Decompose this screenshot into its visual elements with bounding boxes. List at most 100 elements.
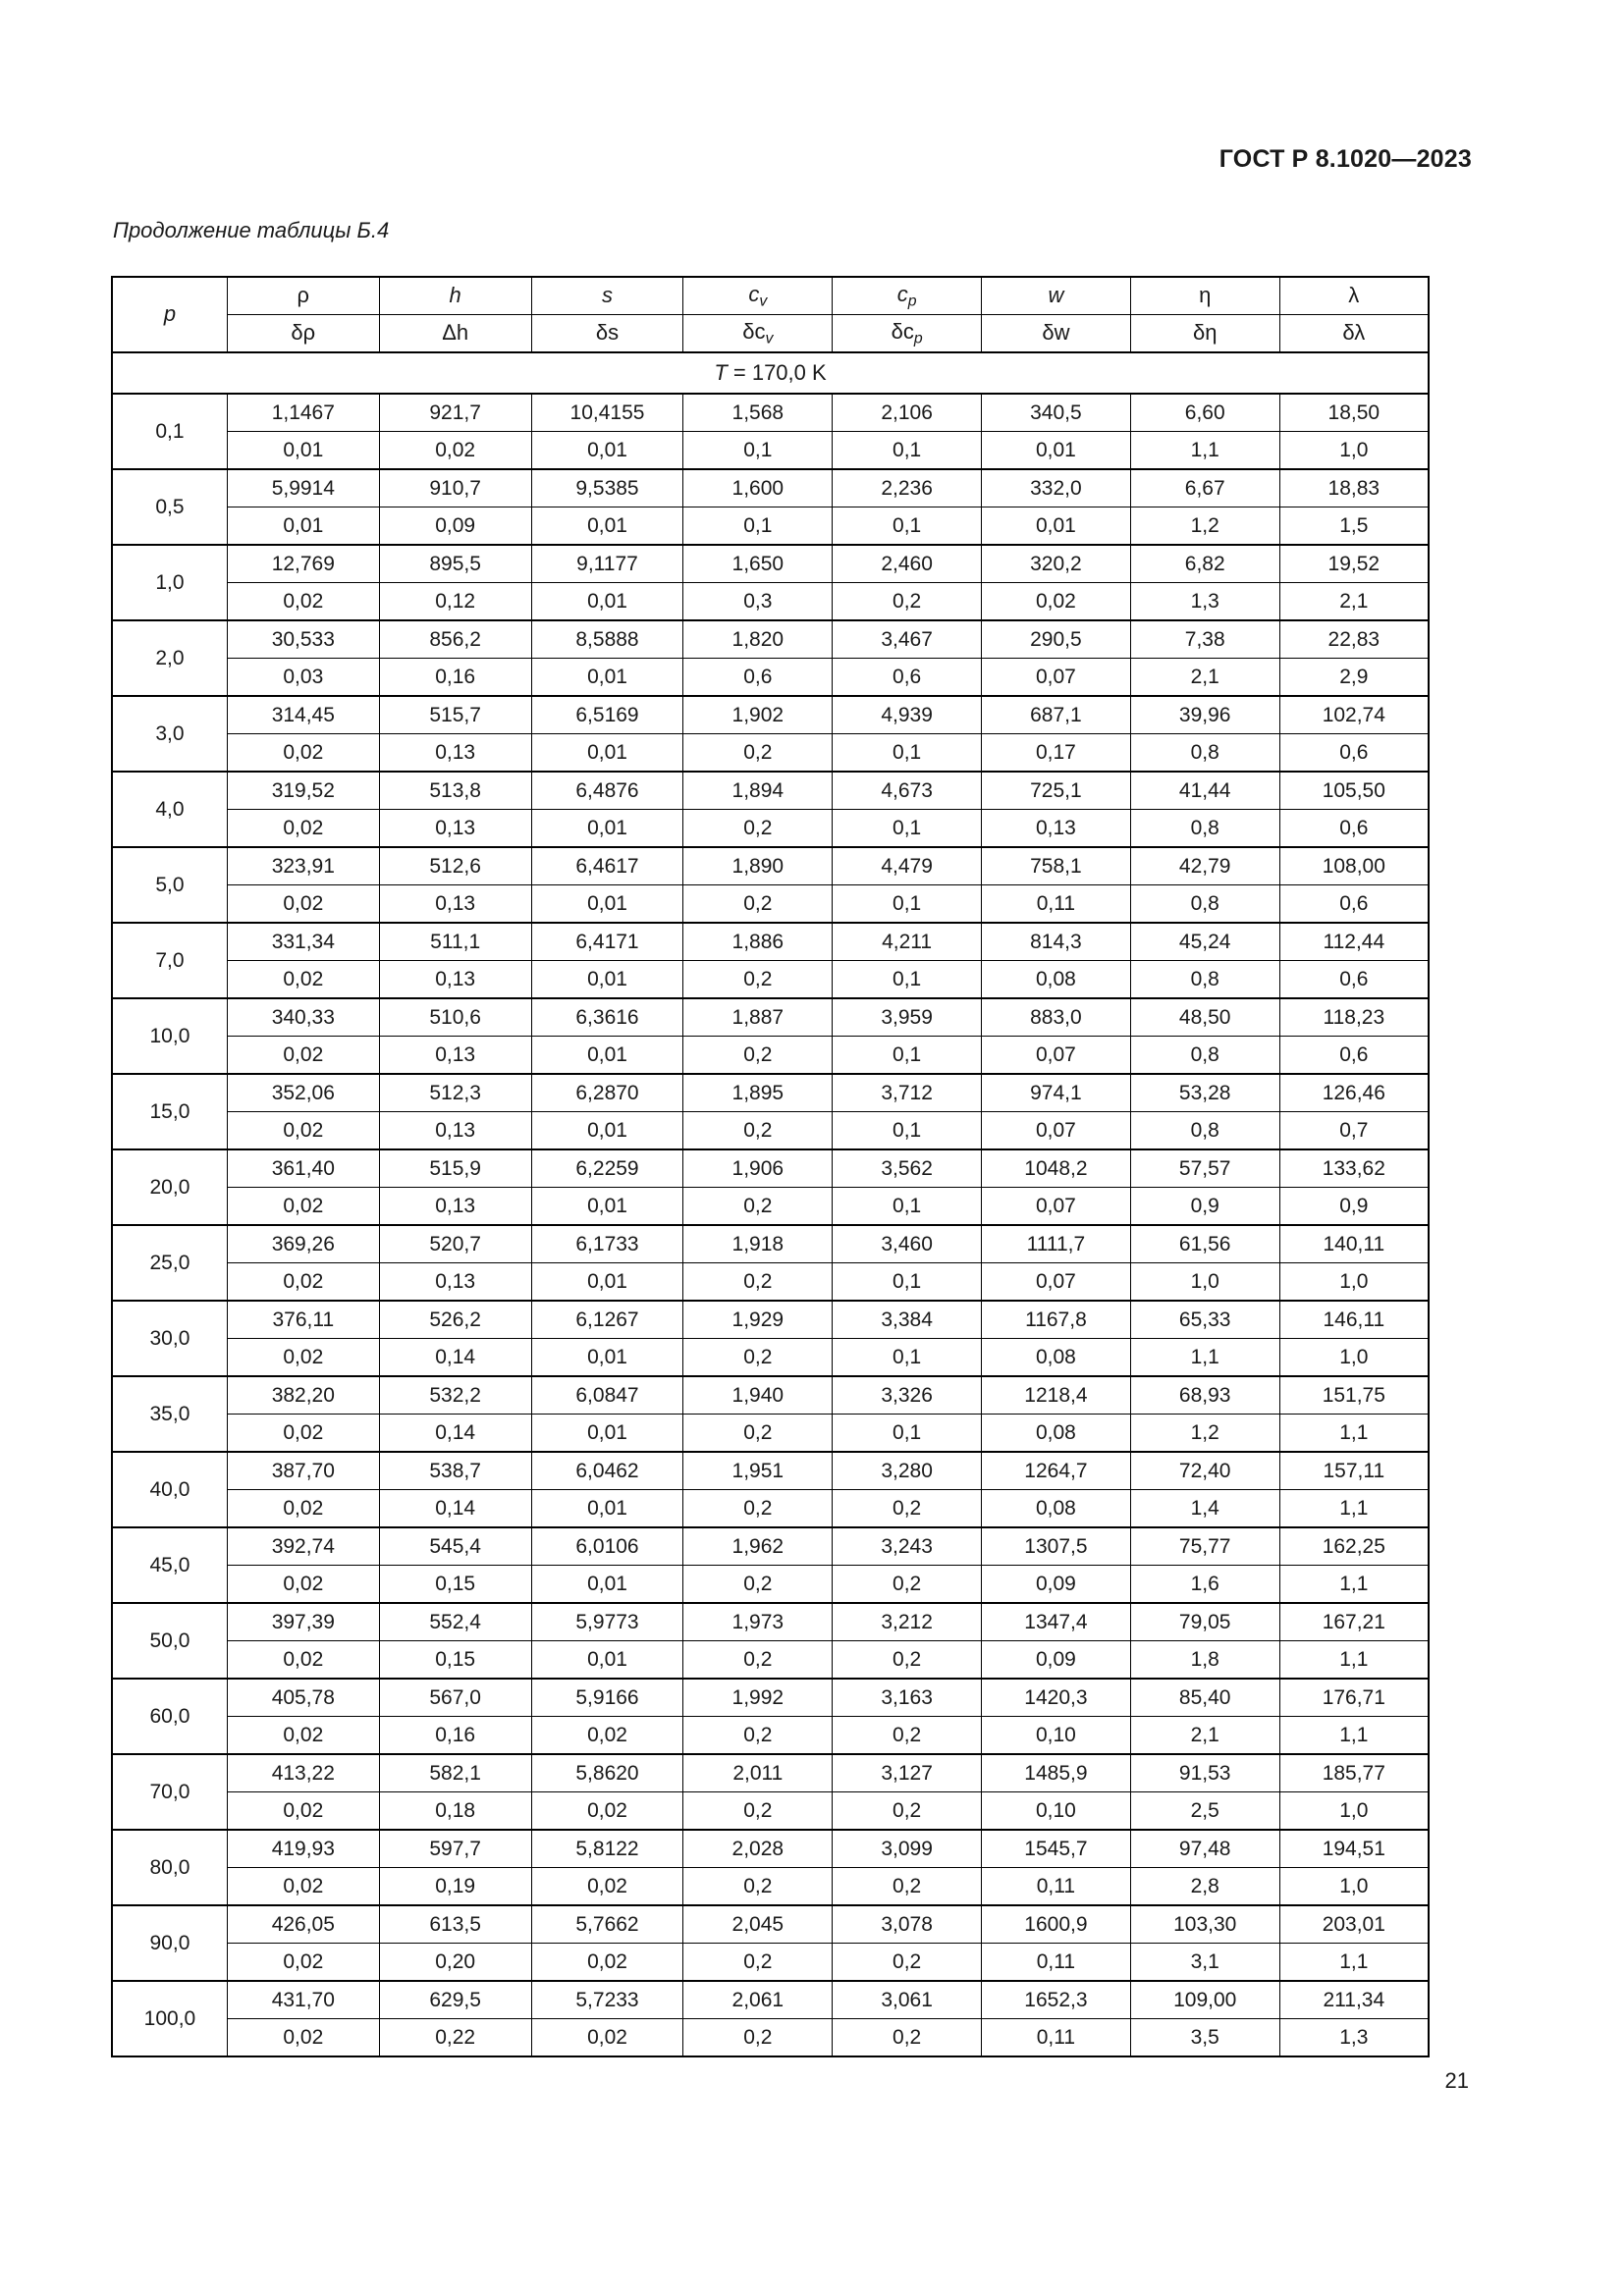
data-cell-value: 361,40 [226, 1148, 380, 1188]
data-cell-value: 331,34 [226, 922, 380, 961]
table-row-uncertainty: 0,02 0,22 0,02 0,2 0,2 0,11 3,5 1,3 [112, 2018, 1430, 2057]
data-cell-value: 18,83 [1278, 468, 1430, 507]
table-row: 60,0 405,78 567,0 5,9166 1,992 3,163 1420,3 85,… [111, 1678, 1430, 1755]
data-cell-uncertainty: 0,13 [378, 1262, 532, 1302]
data-cell-uncertainty: 0,8 [1129, 884, 1280, 924]
data-cell-uncertainty: 0,01 [530, 431, 684, 470]
data-cell-uncertainty: 0,8 [1129, 809, 1280, 848]
data-cell-uncertainty: 0,01 [530, 1187, 684, 1226]
temperature-section-row: T = 170,0 K [111, 351, 1430, 395]
data-cell-value: 1,887 [682, 997, 834, 1037]
data-cell-uncertainty: 0,2 [682, 960, 834, 999]
table-row-uncertainty: 0,02 0,20 0,02 0,2 0,2 0,11 3,1 1,1 [112, 1943, 1430, 1982]
data-cell-uncertainty: 0,8 [1129, 960, 1280, 999]
table-caption: Продолжение таблицы Б.4 [113, 218, 390, 242]
data-cell-uncertainty: 0,13 [378, 1111, 532, 1150]
data-cell-uncertainty: 0,01 [226, 507, 380, 546]
table-row-uncertainty: 0,02 0,19 0,02 0,2 0,2 0,11 2,8 1,0 [112, 1867, 1430, 1906]
data-cell-value: 48,50 [1129, 997, 1280, 1037]
data-cell-uncertainty: 0,02 [226, 1943, 380, 1982]
pressure-value-cell: 1,0 [111, 544, 228, 621]
data-cell-value: 319,52 [226, 771, 380, 810]
data-cell-value: 30,533 [226, 619, 380, 659]
table-row: 70,0 413,22 582,1 5,8620 2,011 3,127 1485,9 91,… [111, 1753, 1430, 1831]
data-cell-uncertainty: 2,1 [1129, 658, 1280, 697]
data-cell-value: 5,9914 [226, 468, 380, 507]
data-cell-value: 1048,2 [981, 1148, 1131, 1188]
data-cell-value: 758,1 [981, 846, 1131, 885]
data-cell-uncertainty: 0,2 [682, 1791, 834, 1831]
data-cell-uncertainty: 0,08 [981, 1489, 1131, 1528]
table-row: 3,0 314,45 515,7 6,5169 1,902 4,939 687,1 39,96… [111, 695, 1430, 773]
data-cell-uncertainty: 0,10 [981, 1791, 1131, 1831]
data-cell-uncertainty: 0,02 [226, 1640, 380, 1680]
data-cell-uncertainty: 0,07 [981, 1262, 1131, 1302]
data-cell-value: 1218,4 [981, 1375, 1131, 1415]
data-cell-value: 42,79 [1129, 846, 1280, 885]
data-cell-value: 102,74 [1278, 695, 1430, 734]
data-cell-uncertainty: 0,11 [981, 884, 1131, 924]
data-cell-uncertainty: 0,2 [682, 1187, 834, 1226]
header-cell-primary-0: ρ [226, 276, 380, 315]
data-cell-value: 613,5 [378, 1904, 532, 1944]
data-cell-value: 9,5385 [530, 468, 684, 507]
table-row-uncertainty: 0,02 0,12 0,01 0,3 0,2 0,02 1,3 2,1 [112, 582, 1430, 621]
data-cell-uncertainty: 0,1 [832, 1187, 983, 1226]
data-cell-value: 109,00 [1129, 1980, 1280, 2019]
data-cell-value: 323,91 [226, 846, 380, 885]
header-cell-primary-6: η [1129, 276, 1280, 315]
data-cell-value: 3,078 [832, 1904, 983, 1944]
data-cell-uncertainty: 2,9 [1278, 658, 1430, 697]
data-cell-value: 5,9166 [530, 1678, 684, 1717]
data-cell-uncertainty: 1,1 [1278, 1716, 1430, 1755]
data-cell-uncertainty: 0,02 [226, 1111, 380, 1150]
data-cell-value: 512,6 [378, 846, 532, 885]
data-cell-value: 3,326 [832, 1375, 983, 1415]
data-cell-uncertainty: 0,01 [981, 431, 1131, 470]
data-cell-value: 4,211 [832, 922, 983, 961]
data-cell-value: 3,243 [832, 1526, 983, 1566]
data-cell-uncertainty: 0,1 [832, 809, 983, 848]
table-row: 40,0 387,70 538,7 6,0462 1,951 3,280 1264,7 72,… [111, 1451, 1430, 1528]
data-cell-value: 3,061 [832, 1980, 983, 2019]
data-cell-uncertainty: 0,6 [1278, 733, 1430, 773]
table-row-uncertainty: 0,01 0,02 0,01 0,1 0,1 0,01 1,1 1,0 [112, 431, 1430, 470]
data-cell-value: 290,5 [981, 619, 1131, 659]
data-cell-uncertainty: 0,2 [682, 1414, 834, 1453]
data-cell-uncertainty: 0,9 [1129, 1187, 1280, 1226]
data-cell-value: 974,1 [981, 1073, 1131, 1112]
data-cell-uncertainty: 0,11 [981, 1867, 1131, 1906]
data-cell-uncertainty: 0,11 [981, 2018, 1131, 2057]
data-cell-uncertainty: 0,07 [981, 1187, 1131, 1226]
data-cell-value: 369,26 [226, 1224, 380, 1263]
data-cell-value: 3,467 [832, 619, 983, 659]
pressure-value-cell: 7,0 [111, 922, 228, 999]
data-cell-uncertainty: 0,1 [682, 507, 834, 546]
header-cell-uncertainty-5: δw [981, 314, 1131, 353]
data-cell-uncertainty: 0,2 [682, 884, 834, 924]
table-row-uncertainty: 0,02 0,14 0,01 0,2 0,1 0,08 1,1 1,0 [112, 1338, 1430, 1377]
data-cell-value: 426,05 [226, 1904, 380, 1944]
data-cell-uncertainty: 1,0 [1278, 1867, 1430, 1906]
data-cell-uncertainty: 0,2 [682, 1565, 834, 1604]
data-cell-uncertainty: 0,01 [981, 507, 1131, 546]
data-cell-value: 162,25 [1278, 1526, 1430, 1566]
data-cell-uncertainty: 0,2 [682, 1489, 834, 1528]
data-cell-uncertainty: 0,2 [682, 2018, 834, 2057]
data-cell-uncertainty: 0,01 [530, 884, 684, 924]
data-cell-value: 382,20 [226, 1375, 380, 1415]
table-row: 25,0 369,26 520,7 6,1733 1,918 3,460 1111,7 61,… [111, 1224, 1430, 1302]
table-row: 20,0 361,40 515,9 6,2259 1,906 3,562 1048,2 57,… [111, 1148, 1430, 1226]
data-cell-value: 18,50 [1278, 393, 1430, 432]
data-cell-value: 340,5 [981, 393, 1131, 432]
data-cell-value: 3,280 [832, 1451, 983, 1490]
data-cell-uncertainty: 0,14 [378, 1489, 532, 1528]
data-cell-value: 515,9 [378, 1148, 532, 1188]
data-cell-value: 1,820 [682, 619, 834, 659]
table-row: 50,0 397,39 552,4 5,9773 1,973 3,212 1347,4 79,… [111, 1602, 1430, 1680]
table-row-uncertainty: 0,02 0,13 0,01 0,2 0,1 0,13 0,8 0,6 [112, 809, 1430, 848]
data-cell-value: 10,4155 [530, 393, 684, 432]
pressure-value-cell: 0,5 [111, 468, 228, 546]
data-cell-uncertainty: 0,02 [226, 1036, 380, 1075]
